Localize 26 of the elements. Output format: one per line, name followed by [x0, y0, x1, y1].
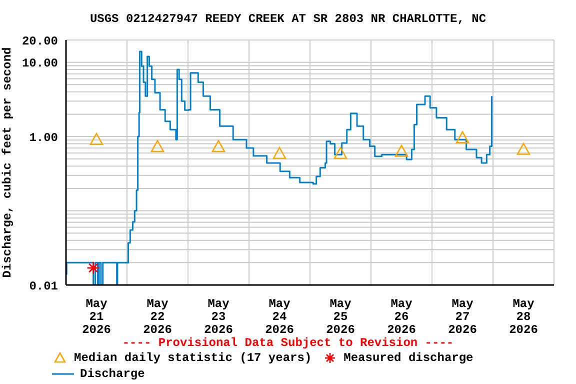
point: [516, 142, 530, 155]
x-tick-label: May 21 2026: [82, 297, 111, 337]
text: ---- Provisional Data Subject to Revision ----: [121, 336, 455, 350]
y-tick-label: 20.00: [22, 34, 58, 48]
x-tick-label: May 26 2026: [387, 297, 416, 337]
y-axis-title: Discharge, cubic feet per second: [0, 47, 14, 278]
chart-title: USGS 0212427947 REEDY CREEK AT SR 2803 NR CHARLOTTE, NC: [88, 12, 488, 26]
x-tick-label: May 23 2026: [204, 297, 233, 337]
point: [90, 132, 104, 146]
point: [150, 140, 164, 152]
point: [394, 144, 408, 157]
x-tick-label: May 27 2026: [448, 297, 477, 337]
x-tick-label: May 22 2026: [143, 297, 172, 337]
point: [334, 146, 348, 160]
point: [212, 140, 226, 152]
y-tick-label: 10.00: [22, 56, 58, 71]
point: [456, 131, 470, 144]
x-tick-label: May 24 2026: [265, 297, 294, 337]
x-tick-label: May 25 2026: [326, 297, 355, 337]
legend-label: Discharge: [80, 367, 145, 381]
y-tick-label: 1.00: [29, 130, 58, 145]
legend-label: Measured discharge: [344, 351, 474, 365]
legend-label: Median daily statistic (17 years): [74, 351, 312, 365]
y-tick-label: 0.01: [29, 279, 58, 294]
point: [272, 146, 286, 160]
x-tick-label: May 28 2026: [509, 297, 538, 337]
